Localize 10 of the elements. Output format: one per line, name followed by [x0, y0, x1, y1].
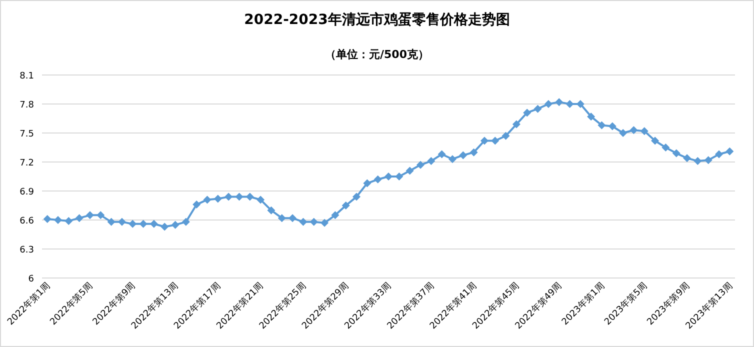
- y-tick-label: 8.1: [20, 72, 34, 82]
- chart-title: 2022-2023年清远市鸡蛋零售价格走势图: [244, 11, 510, 28]
- y-tick-label: 7.8: [20, 100, 34, 110]
- y-tick-label: 6: [28, 274, 34, 284]
- y-tick-label: 6.3: [20, 246, 34, 256]
- y-tick-label: 7.5: [20, 130, 34, 140]
- y-tick-label: 6.6: [20, 216, 34, 226]
- y-tick-label: 7.2: [20, 158, 34, 168]
- y-tick-label: 6.9: [20, 188, 34, 198]
- chart-subtitle: （单位：元/500克）: [325, 48, 429, 61]
